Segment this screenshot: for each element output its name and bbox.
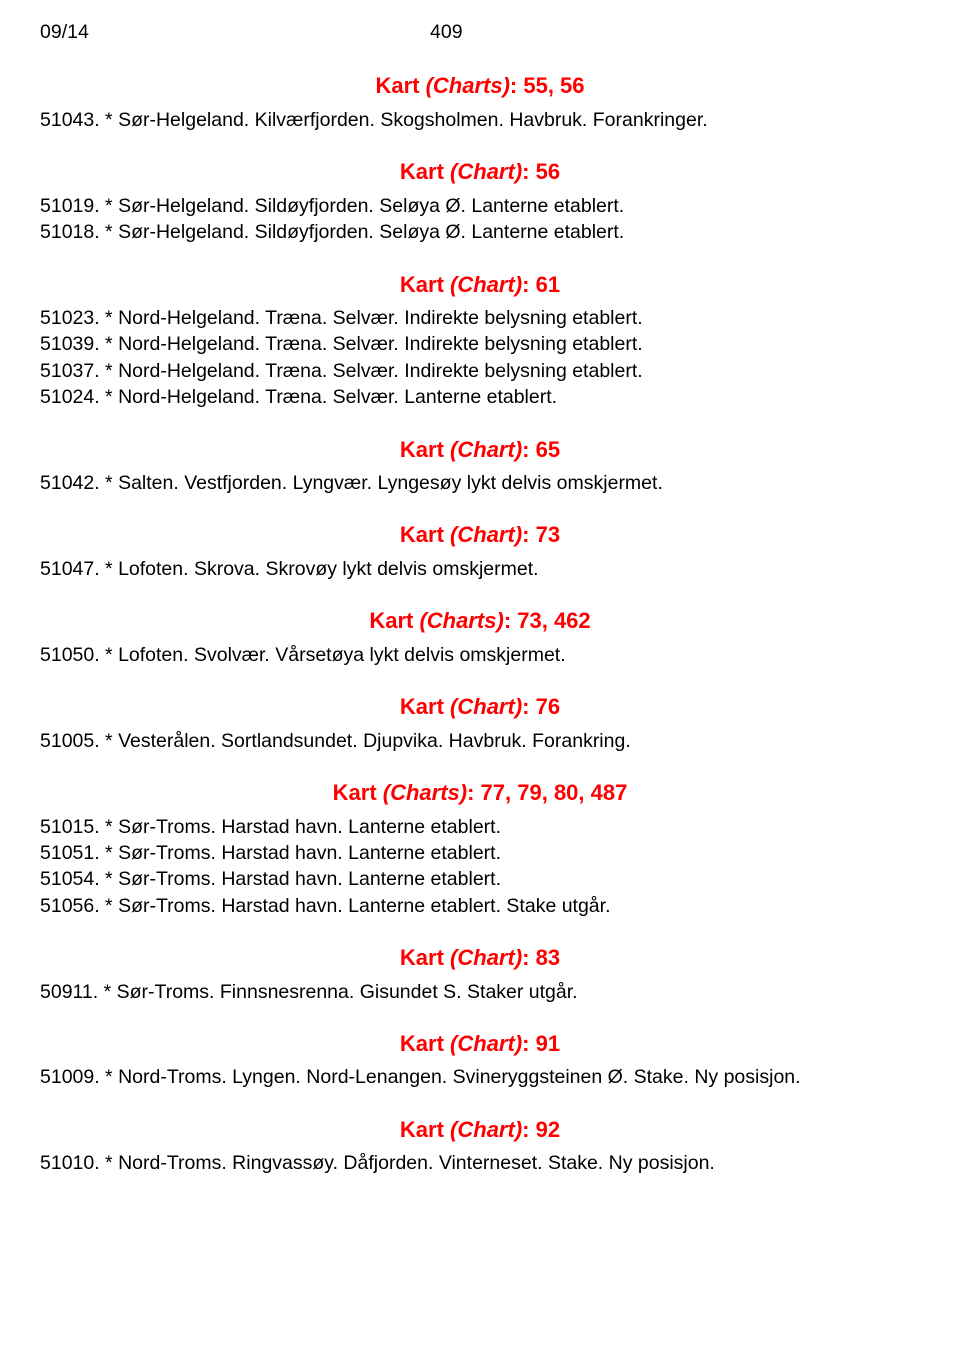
section-title: Kart (Chart): 91 xyxy=(40,1030,920,1058)
document-body: Kart (Charts): 55, 5651043. * Sør-Helgel… xyxy=(40,72,920,1175)
section-title-suffix: : 92 xyxy=(522,1117,560,1142)
section-title-prefix: Kart xyxy=(400,272,450,297)
section-title-suffix: : 73 xyxy=(522,522,560,547)
section-title-prefix: Kart xyxy=(400,159,450,184)
section-title: Kart (Chart): 83 xyxy=(40,944,920,972)
entry-line: 51023. * Nord-Helgeland. Træna. Selvær. … xyxy=(40,306,920,330)
entry-line: 51039. * Nord-Helgeland. Træna. Selvær. … xyxy=(40,332,920,356)
section-title: Kart (Chart): 76 xyxy=(40,693,920,721)
section-title: Kart (Charts): 73, 462 xyxy=(40,607,920,635)
section-title-suffix: : 56 xyxy=(522,159,560,184)
page-header: 09/14 409 xyxy=(40,20,920,44)
header-left: 09/14 xyxy=(40,20,430,44)
entry-line: 51056. * Sør-Troms. Harstad havn. Lanter… xyxy=(40,894,920,918)
entry-line: 51037. * Nord-Helgeland. Træna. Selvær. … xyxy=(40,359,920,383)
section-title: Kart (Chart): 92 xyxy=(40,1116,920,1144)
section-title-suffix: : 55, 56 xyxy=(510,73,585,98)
section-title-italic: (Chart) xyxy=(450,437,522,462)
section-title-prefix: Kart xyxy=(375,73,425,98)
entry-line: 51005. * Vesterålen. Sortlandsundet. Dju… xyxy=(40,729,920,753)
entry-line: 51018. * Sør-Helgeland. Sildøyfjorden. S… xyxy=(40,220,920,244)
section-title-prefix: Kart xyxy=(400,1117,450,1142)
section-title-prefix: Kart xyxy=(369,608,419,633)
section-title-prefix: Kart xyxy=(400,945,450,970)
section-title-italic: (Charts) xyxy=(383,780,467,805)
entry-line: 51015. * Sør-Troms. Harstad havn. Lanter… xyxy=(40,815,920,839)
entry-line: 51043. * Sør-Helgeland. Kilværfjorden. S… xyxy=(40,108,920,132)
section-title: Kart (Charts): 77, 79, 80, 487 xyxy=(40,779,920,807)
entry-line: 51042. * Salten. Vestfjorden. Lyngvær. L… xyxy=(40,471,920,495)
section-title-italic: (Chart) xyxy=(450,1031,522,1056)
entry-line: 51047. * Lofoten. Skrova. Skrovøy lykt d… xyxy=(40,557,920,581)
entry-line: 51010. * Nord-Troms. Ringvassøy. Dåfjord… xyxy=(40,1151,920,1175)
section-title-prefix: Kart xyxy=(400,694,450,719)
section-title-suffix: : 61 xyxy=(522,272,560,297)
section-title-suffix: : 91 xyxy=(522,1031,560,1056)
section-title: Kart (Chart): 65 xyxy=(40,436,920,464)
section-title-prefix: Kart xyxy=(333,780,383,805)
entry-line: 51024. * Nord-Helgeland. Træna. Selvær. … xyxy=(40,385,920,409)
section-title-italic: (Chart) xyxy=(450,522,522,547)
header-right: 409 xyxy=(430,20,463,44)
section-title-italic: (Chart) xyxy=(450,1117,522,1142)
section-title: Kart (Chart): 61 xyxy=(40,271,920,299)
section-title-italic: (Chart) xyxy=(450,272,522,297)
entry-line: 51050. * Lofoten. Svolvær. Vårsetøya lyk… xyxy=(40,643,920,667)
entry-line: 51019. * Sør-Helgeland. Sildøyfjorden. S… xyxy=(40,194,920,218)
section-title: Kart (Chart): 56 xyxy=(40,158,920,186)
section-title-suffix: : 76 xyxy=(522,694,560,719)
section-title: Kart (Chart): 73 xyxy=(40,521,920,549)
entry-line: 50911. * Sør-Troms. Finnsnesrenna. Gisun… xyxy=(40,980,920,1004)
section-title-prefix: Kart xyxy=(400,522,450,547)
section-title-suffix: : 77, 79, 80, 487 xyxy=(467,780,627,805)
section-title-italic: (Chart) xyxy=(450,694,522,719)
section-title-prefix: Kart xyxy=(400,437,450,462)
section-title-suffix: : 65 xyxy=(522,437,560,462)
section-title-italic: (Charts) xyxy=(426,73,510,98)
section-title-italic: (Chart) xyxy=(450,945,522,970)
section-title-italic: (Chart) xyxy=(450,159,522,184)
entry-line: 51051. * Sør-Troms. Harstad havn. Lanter… xyxy=(40,841,920,865)
section-title-suffix: : 73, 462 xyxy=(504,608,591,633)
entry-line: 51054. * Sør-Troms. Harstad havn. Lanter… xyxy=(40,867,920,891)
section-title-prefix: Kart xyxy=(400,1031,450,1056)
section-title-italic: (Charts) xyxy=(419,608,503,633)
section-title-suffix: : 83 xyxy=(522,945,560,970)
entry-line: 51009. * Nord-Troms. Lyngen. Nord-Lenang… xyxy=(40,1065,920,1089)
section-title: Kart (Charts): 55, 56 xyxy=(40,72,920,100)
